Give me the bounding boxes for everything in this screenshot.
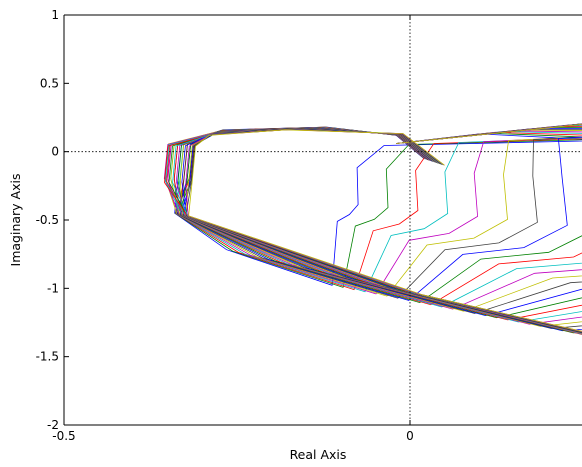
y-axis-title: Imaginary Axis — [8, 174, 23, 267]
response-curves — [163, 123, 582, 335]
x-tick-label: 0 — [406, 429, 414, 443]
plot-area-background — [64, 15, 582, 425]
series-line — [188, 123, 582, 332]
x-tick-label: -0.5 — [52, 429, 75, 443]
y-tick-label: 1 — [51, 8, 59, 22]
y-tick-label: -0.5 — [36, 213, 59, 227]
y-tick-label: 0.5 — [40, 76, 59, 90]
y-tick-label: -1.5 — [36, 350, 59, 364]
y-tick-label: -2 — [47, 418, 59, 432]
y-tick-label: -1 — [47, 281, 59, 295]
x-axis-title: Real Axis — [290, 447, 347, 462]
reference-lines — [64, 15, 582, 425]
y-tick-label: 0 — [51, 145, 59, 159]
axis-ticks: -0.500.5-2-1.5-1-0.500.51 — [36, 8, 414, 443]
